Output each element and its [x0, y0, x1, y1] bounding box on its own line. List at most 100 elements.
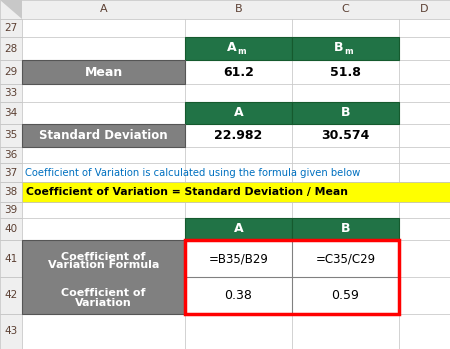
Bar — [0, 124, 22, 147]
Text: Coefficient of Variation = Standard Deviation / Mean: Coefficient of Variation = Standard Devi… — [26, 187, 348, 197]
Bar — [185, 147, 292, 163]
Text: 35: 35 — [4, 131, 18, 141]
Bar — [22, 147, 185, 163]
Bar — [0, 240, 22, 277]
Bar — [292, 277, 399, 314]
Bar — [399, 314, 450, 349]
Bar — [185, 84, 292, 102]
Bar — [22, 84, 185, 102]
Text: A: A — [234, 223, 243, 236]
Text: 37: 37 — [4, 168, 18, 178]
Bar — [0, 218, 22, 240]
Bar — [22, 124, 185, 147]
Bar — [22, 37, 185, 60]
Text: B: B — [341, 223, 350, 236]
Bar — [22, 60, 185, 84]
Text: B: B — [235, 5, 242, 15]
Bar — [399, 102, 450, 124]
Bar — [292, 37, 399, 60]
Text: Mean: Mean — [85, 66, 122, 79]
Text: 42: 42 — [4, 290, 18, 300]
Bar — [399, 19, 450, 37]
Text: Standard Deviation: Standard Deviation — [39, 129, 168, 142]
Bar — [185, 240, 399, 314]
Bar — [22, 218, 185, 240]
Bar — [399, 163, 450, 182]
Text: 33: 33 — [4, 88, 18, 98]
Text: 39: 39 — [4, 205, 18, 215]
Text: Coefficient of: Coefficient of — [61, 289, 146, 298]
Bar — [22, 19, 185, 37]
Text: =B35/B29: =B35/B29 — [208, 252, 269, 265]
Bar — [292, 218, 399, 240]
Bar — [0, 102, 22, 124]
Bar — [292, 163, 399, 182]
Bar — [292, 84, 399, 102]
Text: 40: 40 — [4, 224, 18, 234]
Bar — [399, 124, 450, 147]
Text: 36: 36 — [4, 150, 18, 160]
Bar — [22, 202, 185, 218]
Bar — [185, 240, 292, 277]
Bar — [0, 37, 22, 60]
Bar — [399, 182, 450, 202]
Bar — [0, 0, 450, 19]
Bar — [292, 37, 399, 60]
Bar — [399, 60, 450, 84]
Bar — [292, 19, 399, 37]
Text: Coefficient of: Coefficient of — [61, 252, 146, 261]
Bar — [0, 202, 22, 218]
Bar — [0, 182, 22, 202]
Bar — [22, 240, 185, 277]
Bar — [399, 84, 450, 102]
Bar — [185, 218, 292, 240]
Text: 28: 28 — [4, 44, 18, 53]
Bar — [185, 218, 292, 240]
Bar — [292, 124, 399, 147]
Bar — [185, 60, 292, 84]
Text: 41: 41 — [4, 253, 18, 263]
Bar — [185, 202, 292, 218]
Bar — [22, 240, 185, 314]
Text: Variation Formula: Variation Formula — [48, 260, 159, 270]
Bar — [22, 102, 185, 124]
Text: D: D — [420, 5, 429, 15]
Text: Coefficient of Variation is calculated using the formula given below: Coefficient of Variation is calculated u… — [25, 168, 360, 178]
Bar — [292, 182, 399, 202]
Bar — [185, 163, 292, 182]
Text: A: A — [234, 106, 243, 119]
Text: 30.574: 30.574 — [321, 129, 370, 142]
Bar — [399, 37, 450, 60]
Bar — [185, 37, 292, 60]
Bar — [0, 19, 22, 37]
Text: A: A — [100, 5, 107, 15]
Text: 34: 34 — [4, 108, 18, 118]
Bar — [292, 314, 399, 349]
Bar — [399, 277, 450, 314]
Text: m: m — [345, 47, 353, 56]
Text: Variation: Variation — [75, 297, 132, 307]
Bar — [399, 218, 450, 240]
Bar — [22, 277, 185, 314]
Text: 51.8: 51.8 — [330, 66, 361, 79]
Bar — [0, 60, 22, 84]
Text: 29: 29 — [4, 67, 18, 77]
Bar — [22, 124, 185, 147]
Text: 27: 27 — [4, 23, 18, 33]
Bar — [185, 19, 292, 37]
Text: 0.38: 0.38 — [225, 289, 252, 302]
Bar — [0, 277, 22, 314]
Bar — [292, 218, 399, 240]
Bar — [185, 314, 292, 349]
Bar — [0, 84, 22, 102]
Polygon shape — [0, 0, 22, 19]
Bar — [292, 102, 399, 124]
Bar — [292, 202, 399, 218]
Bar — [399, 240, 450, 277]
Bar — [22, 182, 185, 202]
Bar — [185, 37, 292, 60]
Bar — [22, 182, 450, 202]
Bar — [185, 277, 292, 314]
Text: B: B — [334, 41, 343, 54]
Text: A: A — [227, 41, 237, 54]
